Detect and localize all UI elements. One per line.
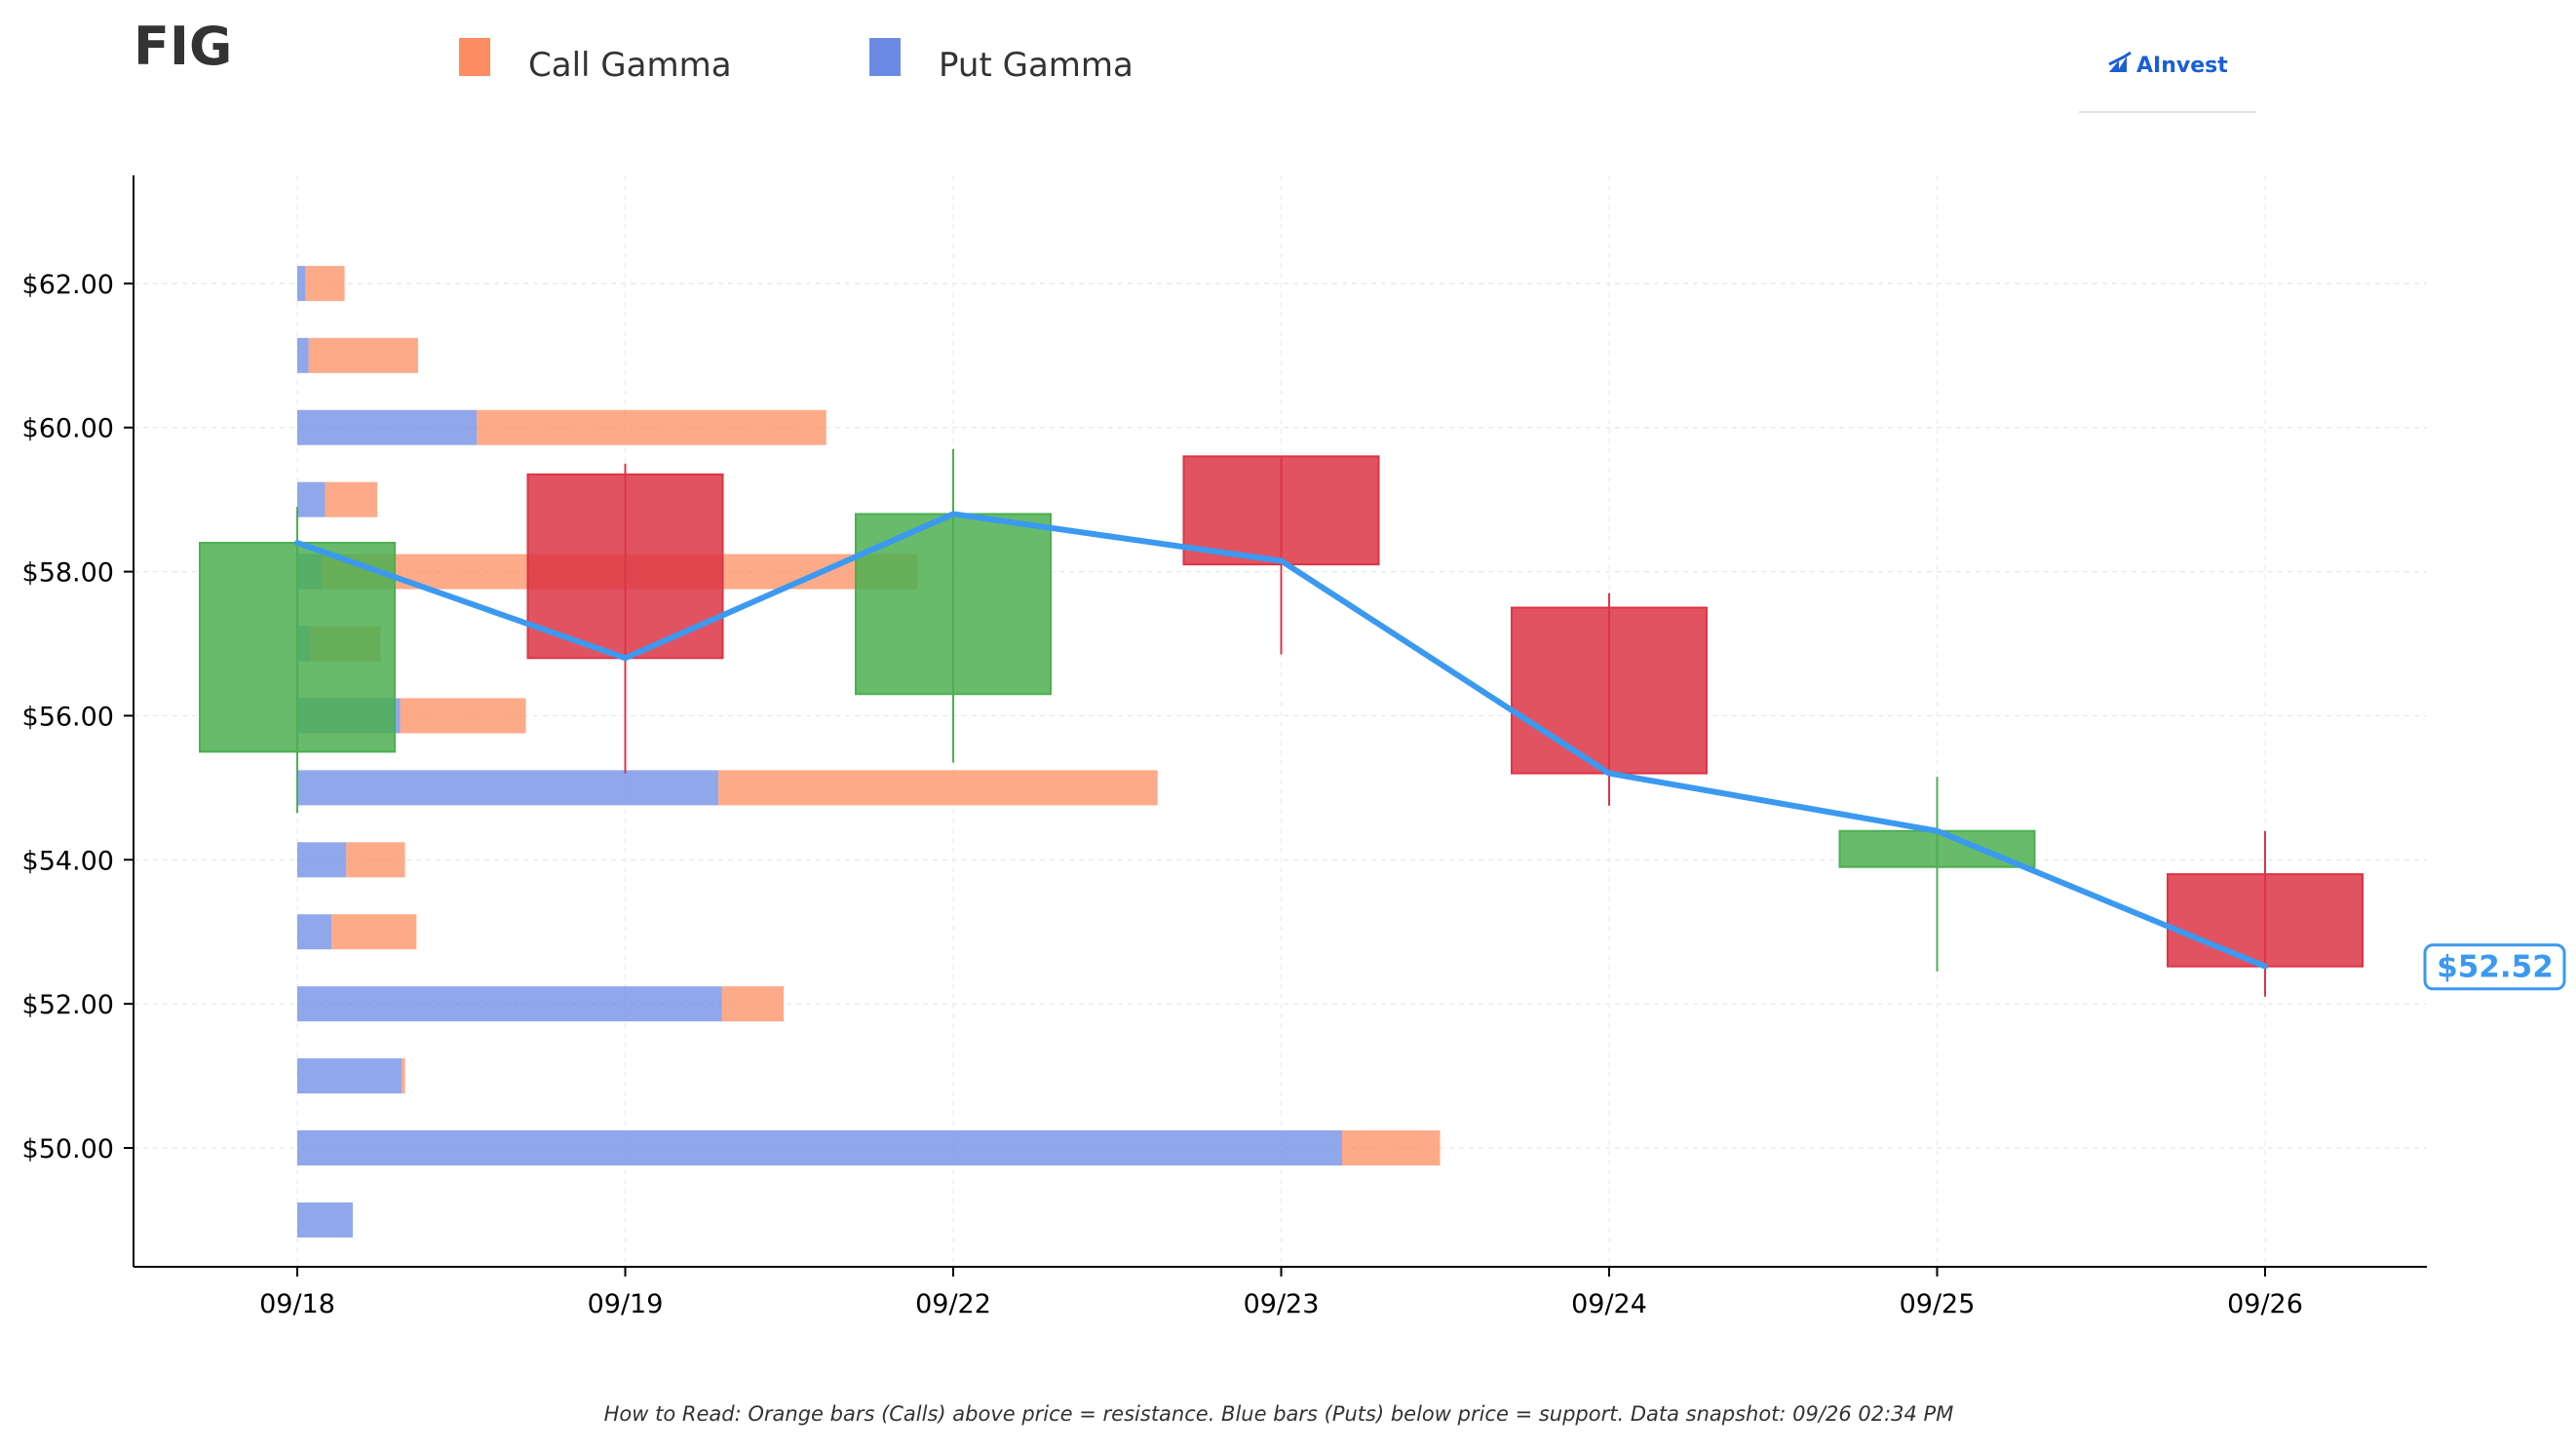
put-gamma-bar xyxy=(297,770,719,806)
call-gamma-bar xyxy=(400,698,526,734)
call-gamma-bar xyxy=(331,914,417,950)
gamma-bars xyxy=(297,265,1441,1238)
call-gamma-bar xyxy=(325,481,378,517)
legend: Call Gamma Put Gamma xyxy=(459,38,1134,85)
brand-logo: AInvest xyxy=(2079,51,2256,113)
put-gamma-bar xyxy=(297,914,332,950)
brand-name: AInvest xyxy=(2136,54,2228,78)
y-tick-label: $56.00 xyxy=(22,702,114,732)
call-gamma-bar xyxy=(402,1058,405,1094)
call-gamma-bar xyxy=(718,770,1158,806)
x-ticks: 09/18 09/19 09/22 09/23 09/24 09/25 09/26 xyxy=(259,1267,2303,1319)
call-gamma-bar xyxy=(477,409,827,445)
put-gamma-bar xyxy=(297,1058,403,1094)
put-gamma-bar xyxy=(297,409,478,445)
y-tick-label: $54.00 xyxy=(22,846,114,876)
candle-body xyxy=(1182,455,1380,566)
x-tick-label: 09/19 xyxy=(588,1289,664,1319)
candle-body xyxy=(1838,829,2036,868)
price-line xyxy=(294,511,2268,970)
x-tick-label: 09/18 xyxy=(259,1289,335,1319)
legend-swatch-call xyxy=(459,38,490,76)
y-tick-label: $60.00 xyxy=(22,414,114,444)
call-gamma-bar xyxy=(305,265,345,301)
y-tick-label: $52.00 xyxy=(22,990,114,1020)
candle-body xyxy=(199,542,396,753)
legend-label-put: Put Gamma xyxy=(939,46,1134,85)
candle-body xyxy=(2167,873,2364,968)
x-tick-label: 09/24 xyxy=(1571,1289,1647,1319)
put-gamma-bar xyxy=(297,1130,1342,1166)
put-gamma-bar xyxy=(297,986,722,1022)
y-ticks: $50.00 $52.00 $54.00 $56.00 $58.00 $60.00 $62.… xyxy=(22,270,134,1164)
y-tick-label: $62.00 xyxy=(22,270,114,300)
y-tick-label: $50.00 xyxy=(22,1134,114,1164)
put-gamma-bar xyxy=(297,481,326,517)
candlesticks xyxy=(199,448,2364,997)
y-tick-label: $58.00 xyxy=(22,558,114,589)
call-gamma-bar xyxy=(346,842,405,878)
call-gamma-bar xyxy=(308,337,418,373)
x-tick-label: 09/23 xyxy=(1244,1289,1320,1319)
x-tick-label: 09/26 xyxy=(2227,1289,2303,1319)
footnote: How to Read: Orange bars (Calls) above p… xyxy=(604,1402,1954,1426)
put-gamma-bar xyxy=(297,842,347,878)
put-gamma-bar xyxy=(297,337,309,373)
current-price-tag: $52.52 xyxy=(2423,943,2566,991)
call-gamma-bar xyxy=(721,986,785,1022)
x-tick-label: 09/25 xyxy=(1900,1289,1976,1319)
current-price-label: $52.52 xyxy=(2437,950,2554,985)
chart-logo-icon xyxy=(2108,51,2132,72)
put-gamma-bar xyxy=(297,265,306,301)
legend-swatch-put xyxy=(869,38,901,76)
legend-label-call: Call Gamma xyxy=(528,46,732,85)
chart-title: FIG xyxy=(134,16,232,77)
current-price-box xyxy=(2423,943,2566,991)
put-gamma-bar xyxy=(297,1202,353,1238)
price-line-path xyxy=(294,511,2268,970)
call-gamma-bar xyxy=(1342,1130,1441,1166)
x-tick-label: 09/22 xyxy=(915,1289,991,1319)
candle-body xyxy=(1511,606,1708,775)
